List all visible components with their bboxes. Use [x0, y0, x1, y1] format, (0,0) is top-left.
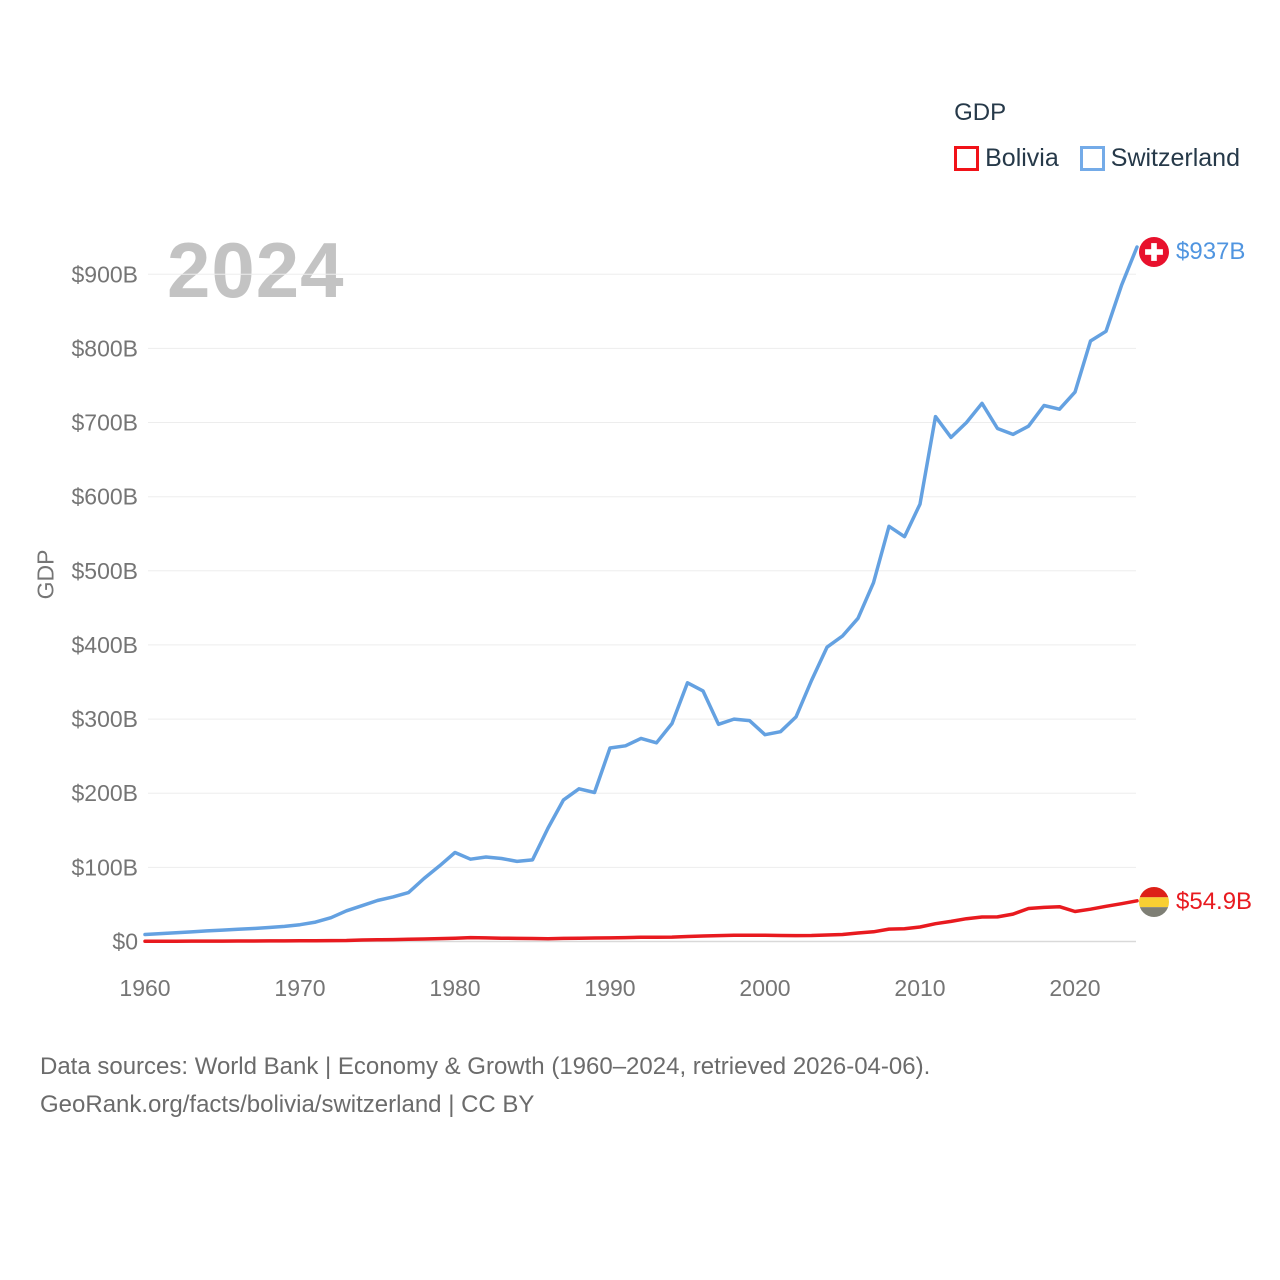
y-tick-label: $400B [71, 632, 138, 658]
switzerland-line[interactable] [143, 245, 1139, 937]
y-tick-label: $700B [71, 410, 138, 436]
bolivia-legend-swatch [954, 146, 980, 171]
x-tick-label: 1960 [119, 975, 170, 1001]
y-tick-label: $300B [71, 706, 138, 732]
x-tick-label: 1990 [584, 975, 635, 1001]
bolivia-flag-icon [1139, 887, 1169, 917]
switzerland-flag-icon [1139, 237, 1169, 267]
watermark-year: 2024 [167, 226, 345, 314]
legend-items: Bolivia Switzerland [954, 144, 1240, 173]
switzerland-legend-swatch [1079, 146, 1105, 171]
y-tick-label: $800B [71, 335, 138, 361]
x-tick-label: 2020 [1049, 975, 1100, 1001]
source-url-line: GeoRank.org/facts/bolivia/switzerland | … [40, 1091, 535, 1118]
switzerland-end-value: $937B [1176, 238, 1246, 265]
y-tick-label: $900B [71, 261, 138, 287]
y-tick-label: $600B [71, 484, 138, 510]
switzerland-end-label: $937B [1139, 237, 1245, 267]
gdp-line-chart: $0 $100B $200B $300B $400B $500B $600B $700B $80… [71, 245, 1139, 1001]
bolivia-line[interactable] [143, 899, 1139, 943]
x-tick-label: 2000 [739, 975, 790, 1001]
y-axis-title: GDP [32, 549, 59, 600]
y-tick-label: $500B [71, 558, 138, 584]
data-sources-line: Data sources: World Bank | Economy & Gro… [40, 1053, 931, 1080]
legend: GDP Bolivia Switzerland [954, 99, 1240, 173]
y-tick-label: $100B [71, 854, 138, 880]
bolivia-end-value: $54.9B [1176, 888, 1253, 915]
x-tick-label: 1980 [429, 975, 480, 1001]
attribution-footer: Data sources: World Bank | Economy & Gro… [40, 1048, 930, 1124]
y-tick-label: $0 [112, 929, 138, 955]
bolivia-legend-label: Bolivia [985, 144, 1059, 172]
y-tick-label: $200B [71, 780, 138, 806]
bolivia-end-label: $54.9B [1139, 887, 1252, 917]
x-tick-label: 2010 [894, 975, 945, 1001]
legend-title: GDP [954, 99, 1007, 126]
switzerland-legend-label: Switzerland [1110, 144, 1240, 172]
legend-item-switzerland[interactable]: Switzerland [1079, 144, 1240, 173]
x-tick-label: 1970 [274, 975, 325, 1001]
legend-item-bolivia[interactable]: Bolivia [954, 144, 1059, 173]
